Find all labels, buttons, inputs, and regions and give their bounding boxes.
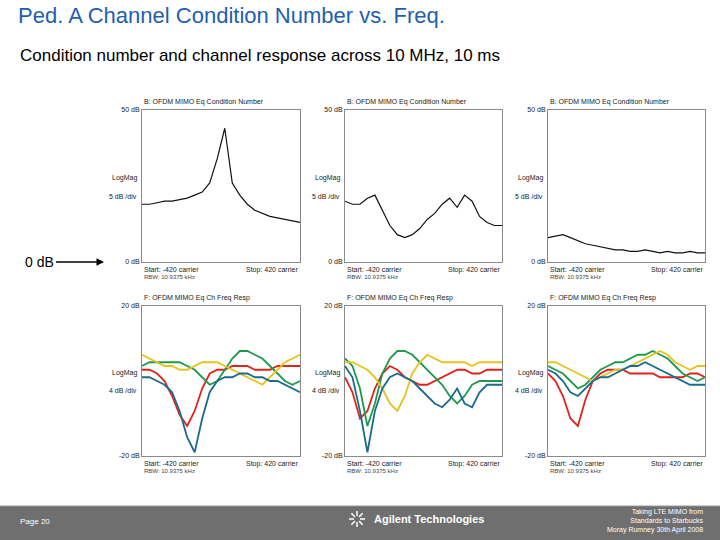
- svg-text:RBW: 10.9375 kHz: RBW: 10.9375 kHz: [347, 274, 398, 280]
- svg-text:5 dB /div: 5 dB /div: [515, 193, 543, 200]
- svg-text:Ped. A Channel Condition Numbe: Ped. A Channel Condition Number vs. Freq…: [18, 3, 445, 28]
- svg-text:B: OFDM MIMO Eq Condition Numb: B: OFDM MIMO Eq Condition Number: [550, 98, 670, 106]
- svg-text:50 dB: 50 dB: [121, 106, 140, 113]
- svg-text:5 dB /div: 5 dB /div: [312, 193, 340, 200]
- svg-text:LogMag: LogMag: [112, 174, 137, 182]
- svg-text:F: OFDM MIMO Eq Ch Freq Resp: F: OFDM MIMO Eq Ch Freq Resp: [144, 294, 250, 302]
- svg-text:RBW: 10.9375 kHz: RBW: 10.9375 kHz: [550, 274, 601, 280]
- svg-text:Page 20: Page 20: [20, 517, 50, 526]
- svg-text:Stop: 420 carrier: Stop: 420 carrier: [448, 266, 500, 274]
- svg-text:0 dB: 0 dB: [125, 258, 140, 265]
- svg-text:RBW: 10.9375 kHz: RBW: 10.9375 kHz: [144, 274, 195, 280]
- svg-text:Start: -420 carrier: Start: -420 carrier: [550, 266, 605, 273]
- svg-text:50 dB: 50 dB: [324, 106, 343, 113]
- svg-text:LogMag: LogMag: [518, 174, 543, 182]
- svg-text:Stop: 420 carrier: Stop: 420 carrier: [651, 460, 703, 468]
- svg-text:LogMag: LogMag: [315, 174, 340, 182]
- svg-text:4 dB /div: 4 dB /div: [109, 387, 137, 394]
- svg-text:4 dB /div: 4 dB /div: [312, 387, 340, 394]
- svg-text:Start: -420 carrier: Start: -420 carrier: [144, 266, 199, 273]
- svg-text:F: OFDM MIMO Eq Ch Freq Resp: F: OFDM MIMO Eq Ch Freq Resp: [550, 294, 656, 302]
- svg-text:Start: -420 carrier: Start: -420 carrier: [550, 460, 605, 467]
- svg-text:4 dB /div: 4 dB /div: [515, 387, 543, 394]
- svg-text:0 dB: 0 dB: [531, 258, 546, 265]
- svg-text:F: OFDM MIMO Eq Ch Freq Resp: F: OFDM MIMO Eq Ch Freq Resp: [347, 294, 453, 302]
- svg-text:RBW: 10.9375 kHz: RBW: 10.9375 kHz: [550, 468, 601, 474]
- svg-text:B: OFDM MIMO Eq Condition Numb: B: OFDM MIMO Eq Condition Number: [144, 98, 264, 106]
- svg-text:0 dB: 0 dB: [328, 258, 343, 265]
- svg-text:Start: -420 carrier: Start: -420 carrier: [347, 460, 402, 467]
- svg-text:RBW: 10.9375 kHz: RBW: 10.9375 kHz: [347, 468, 398, 474]
- svg-text:LogMag: LogMag: [518, 369, 543, 377]
- svg-text:B: OFDM MIMO Eq Condition Numb: B: OFDM MIMO Eq Condition Number: [347, 98, 467, 106]
- svg-text:Stop: 420 carrier: Stop: 420 carrier: [651, 266, 703, 274]
- svg-text:0 dB: 0 dB: [25, 254, 54, 270]
- svg-text:-20 dB: -20 dB: [119, 452, 140, 459]
- svg-text:50 dB: 50 dB: [527, 106, 546, 113]
- svg-text:-20 dB: -20 dB: [525, 452, 546, 459]
- svg-text:5 dB /div: 5 dB /div: [109, 193, 137, 200]
- svg-text:Start: -420 carrier: Start: -420 carrier: [347, 266, 402, 273]
- svg-text:LogMag: LogMag: [315, 369, 340, 377]
- svg-text:Stop: 420 carrier: Stop: 420 carrier: [246, 266, 298, 274]
- svg-text:Taking LTE MIMO fromStandards: Taking LTE MIMO fromStandards to Starbuc…: [607, 508, 704, 534]
- svg-text:-20 dB: -20 dB: [322, 452, 343, 459]
- svg-text:Agilent Technologies: Agilent Technologies: [374, 513, 484, 525]
- svg-text:RBW: 10.9375 kHz: RBW: 10.9375 kHz: [144, 468, 195, 474]
- svg-text:Stop: 420 carrier: Stop: 420 carrier: [246, 460, 298, 468]
- svg-text:Start: -420 carrier: Start: -420 carrier: [144, 460, 199, 467]
- svg-text:Stop: 420 carrier: Stop: 420 carrier: [448, 460, 500, 468]
- svg-text:20 dB: 20 dB: [527, 302, 546, 309]
- svg-text:Condition number and channel r: Condition number and channel response ac…: [20, 46, 500, 65]
- svg-text:20 dB: 20 dB: [121, 302, 140, 309]
- svg-text:20 dB: 20 dB: [324, 302, 343, 309]
- svg-text:LogMag: LogMag: [112, 369, 137, 377]
